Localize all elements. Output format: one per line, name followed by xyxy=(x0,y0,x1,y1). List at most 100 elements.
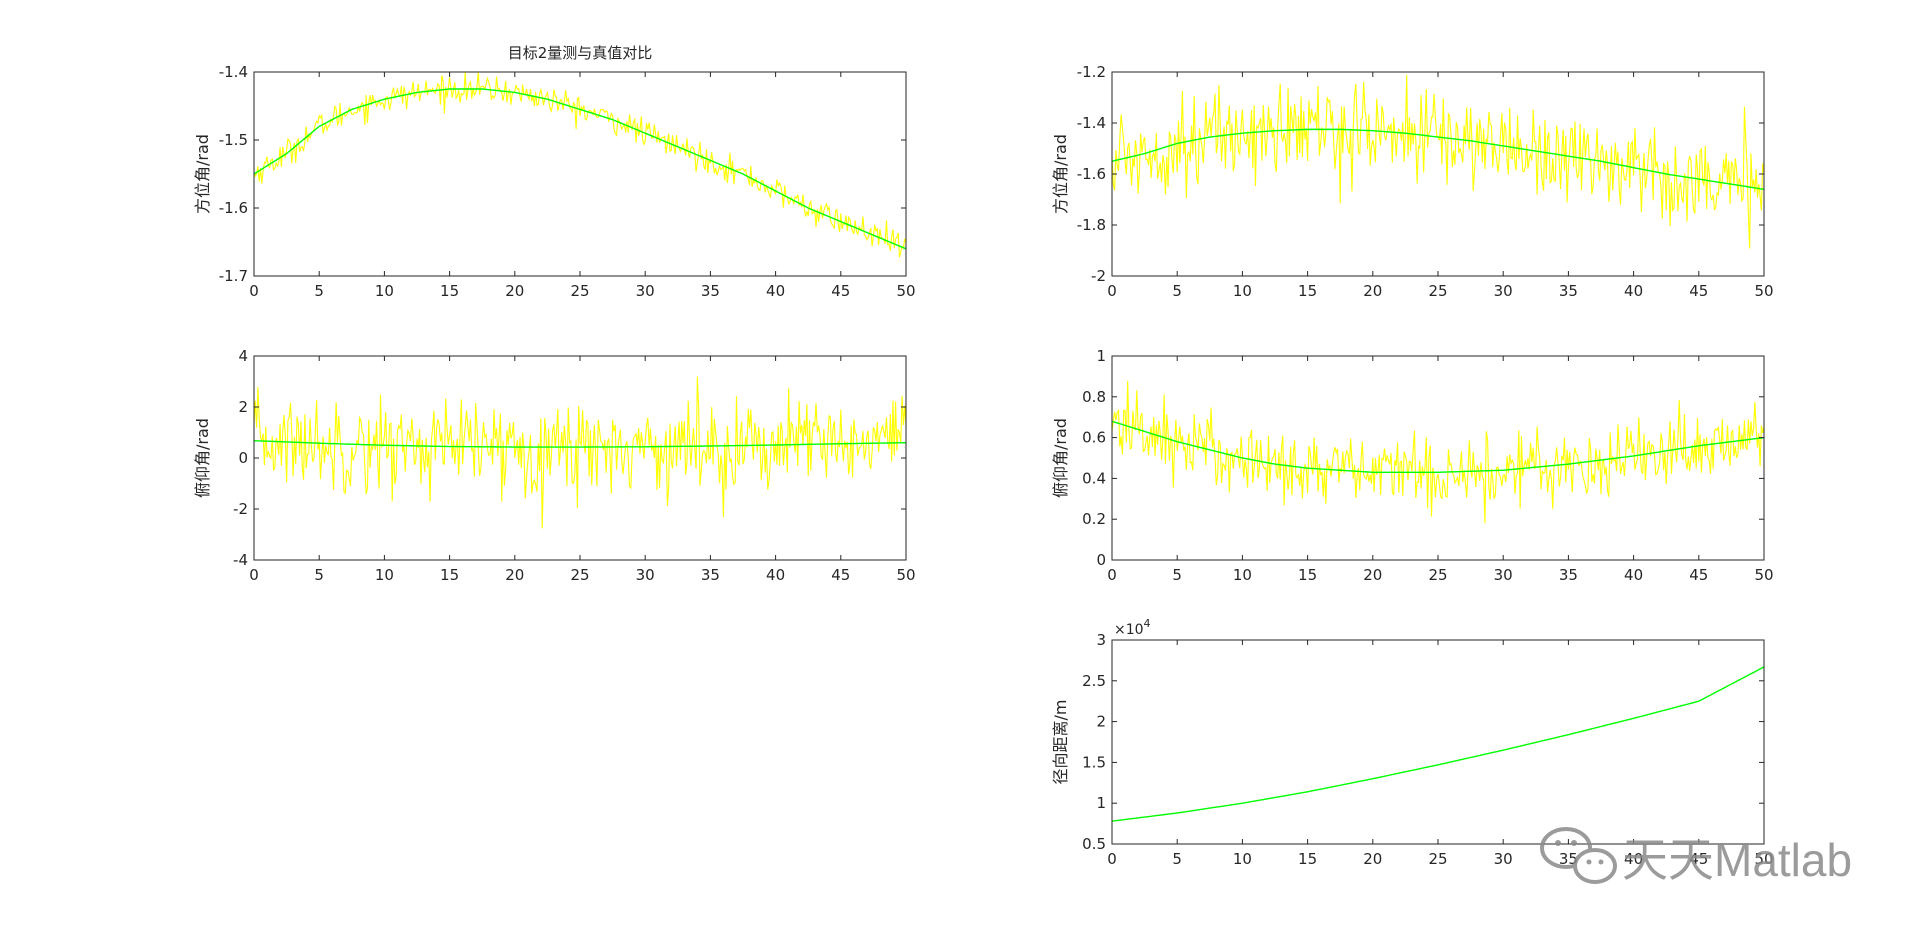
y-tick-label: 2 xyxy=(1096,713,1106,731)
y-tick-label: 1.5 xyxy=(1082,753,1106,771)
y-tick-label: -4 xyxy=(233,551,248,569)
y-tick-label: 0.6 xyxy=(1082,429,1106,447)
x-tick-label: 35 xyxy=(701,282,720,300)
x-tick-label: 45 xyxy=(1689,850,1708,868)
x-tick-label: 20 xyxy=(1363,566,1382,584)
x-tick-label: 15 xyxy=(1298,850,1317,868)
x-tick-label: 35 xyxy=(1559,282,1578,300)
y-tick-label: 1 xyxy=(1096,347,1106,365)
x-tick-label: 50 xyxy=(896,566,915,584)
y-tick-label: -1.4 xyxy=(1077,114,1106,132)
x-tick-label: 50 xyxy=(1754,282,1773,300)
series-measured-line xyxy=(254,376,906,529)
x-tick-label: 40 xyxy=(1624,566,1643,584)
y-tick-label: -1.5 xyxy=(219,131,248,149)
x-tick-label: 15 xyxy=(1298,282,1317,300)
y-tick-label: 0.8 xyxy=(1082,388,1106,406)
series-measured-line xyxy=(1112,380,1764,524)
y-tick-label: -1.7 xyxy=(219,267,248,285)
y-tick-label: -1.2 xyxy=(1077,63,1106,81)
series-truth-line xyxy=(254,439,906,448)
x-tick-label: 20 xyxy=(1363,850,1382,868)
y-tick-label: -1.8 xyxy=(1077,216,1106,234)
y-tick-label: 0 xyxy=(238,449,248,467)
x-tick-label: 25 xyxy=(1428,850,1447,868)
x-tick-label: 50 xyxy=(1754,566,1773,584)
x-tick-label: 10 xyxy=(1233,850,1252,868)
x-tick-label: 15 xyxy=(1298,566,1317,584)
y-tick-label: 1 xyxy=(1096,794,1106,812)
x-tick-label: 25 xyxy=(570,282,589,300)
x-tick-label: 50 xyxy=(1754,850,1773,868)
x-tick-label: 0 xyxy=(1107,850,1117,868)
x-tick-label: 35 xyxy=(1559,566,1578,584)
x-tick-label: 0 xyxy=(249,282,259,300)
x-tick-label: 10 xyxy=(1233,282,1252,300)
x-tick-label: 45 xyxy=(1689,282,1708,300)
y-axis-label: 俯仰角/rad xyxy=(193,418,212,498)
y-tick-label: 0.4 xyxy=(1082,469,1106,487)
y-exponent-label: ×104 xyxy=(1114,617,1151,638)
y-axis-label: 俯仰角/rad xyxy=(1051,418,1070,498)
watermark-text: 天天Matlab xyxy=(1622,834,1852,886)
y-tick-label: 4 xyxy=(238,347,248,365)
x-tick-label: 45 xyxy=(1689,566,1708,584)
x-tick-label: 5 xyxy=(314,282,324,300)
plot-area xyxy=(1112,72,1764,276)
y-tick-label: 0.2 xyxy=(1082,510,1106,528)
x-tick-label: 25 xyxy=(1428,566,1447,584)
y-axis-label: 径向距离/m xyxy=(1051,700,1070,785)
x-tick-label: 10 xyxy=(1233,566,1252,584)
y-tick-label: 0 xyxy=(1096,551,1106,569)
series-truth-line xyxy=(1112,666,1764,822)
plot-area xyxy=(254,72,906,276)
y-tick-label: -2 xyxy=(1091,267,1106,285)
x-tick-label: 20 xyxy=(505,566,524,584)
x-tick-label: 30 xyxy=(636,282,655,300)
x-tick-label: 40 xyxy=(1624,850,1643,868)
plot-area xyxy=(1112,640,1764,844)
x-tick-label: 45 xyxy=(831,566,850,584)
series-truth-line xyxy=(1112,128,1764,190)
subplot-azimuth-left: 0 5 10 15 20 25 30 35 40 45 50 -1.7 -1.6 -1.5 -1.4 方位角/… xyxy=(193,63,916,300)
x-tick-label: 0 xyxy=(1107,282,1117,300)
y-axis-label: 方位角/rad xyxy=(193,134,212,214)
x-tick-label: 20 xyxy=(1363,282,1382,300)
series-truth-line xyxy=(254,88,906,250)
x-tick-label: 5 xyxy=(1172,566,1182,584)
y-tick-label: 0.5 xyxy=(1082,835,1106,853)
series-truth-line xyxy=(1112,420,1764,473)
y-tick-label: 2.5 xyxy=(1082,672,1106,690)
y-tick-label: 2 xyxy=(238,398,248,416)
x-tick-label: 40 xyxy=(1624,282,1643,300)
y-axis-label: 方位角/rad xyxy=(1051,134,1070,214)
x-tick-label: 25 xyxy=(1428,282,1447,300)
x-tick-label: 35 xyxy=(701,566,720,584)
x-tick-label: 25 xyxy=(570,566,589,584)
x-tick-label: 50 xyxy=(896,282,915,300)
x-tick-label: 10 xyxy=(375,282,394,300)
subplot-azimuth-right: 0 5 10 15 20 25 30 35 40 45 50 -2 -1.8 -1.6 -1.4 -1.2 方位… xyxy=(1051,63,1774,300)
x-tick-label: 15 xyxy=(440,282,459,300)
x-tick-label: 0 xyxy=(1107,566,1117,584)
wechat-icon xyxy=(1540,827,1617,884)
plot-area xyxy=(1112,356,1764,560)
x-tick-label: 5 xyxy=(1172,282,1182,300)
subplot-range-right: 0 5 10 15 20 25 30 35 40 45 50 0.5 1 1.5 2 2.5 3 径向距离/m ×1… xyxy=(1051,617,1774,868)
x-tick-label: 45 xyxy=(831,282,850,300)
subplot-elevation-right: 0 5 10 15 20 25 30 35 40 45 50 0 0.2 0.4 0.6 0.8 1 俯仰角/ra… xyxy=(1051,347,1774,584)
y-tick-label: 3 xyxy=(1096,631,1106,649)
subplot-elevation-left: 0 5 10 15 20 25 30 35 40 45 50 -4 -2 0 2 4 俯仰角/rad xyxy=(193,347,916,584)
x-tick-label: 5 xyxy=(1172,850,1182,868)
figure-title: 目标2量测与真值对比 xyxy=(508,44,653,62)
x-tick-label: 35 xyxy=(1559,850,1578,868)
y-tick-label: -1.6 xyxy=(219,199,248,217)
x-tick-label: 10 xyxy=(375,566,394,584)
x-tick-label: 30 xyxy=(636,566,655,584)
x-tick-label: 30 xyxy=(1494,850,1513,868)
x-tick-label: 5 xyxy=(314,566,324,584)
x-tick-label: 30 xyxy=(1494,282,1513,300)
y-tick-label: -1.4 xyxy=(219,63,248,81)
x-tick-label: 0 xyxy=(249,566,259,584)
